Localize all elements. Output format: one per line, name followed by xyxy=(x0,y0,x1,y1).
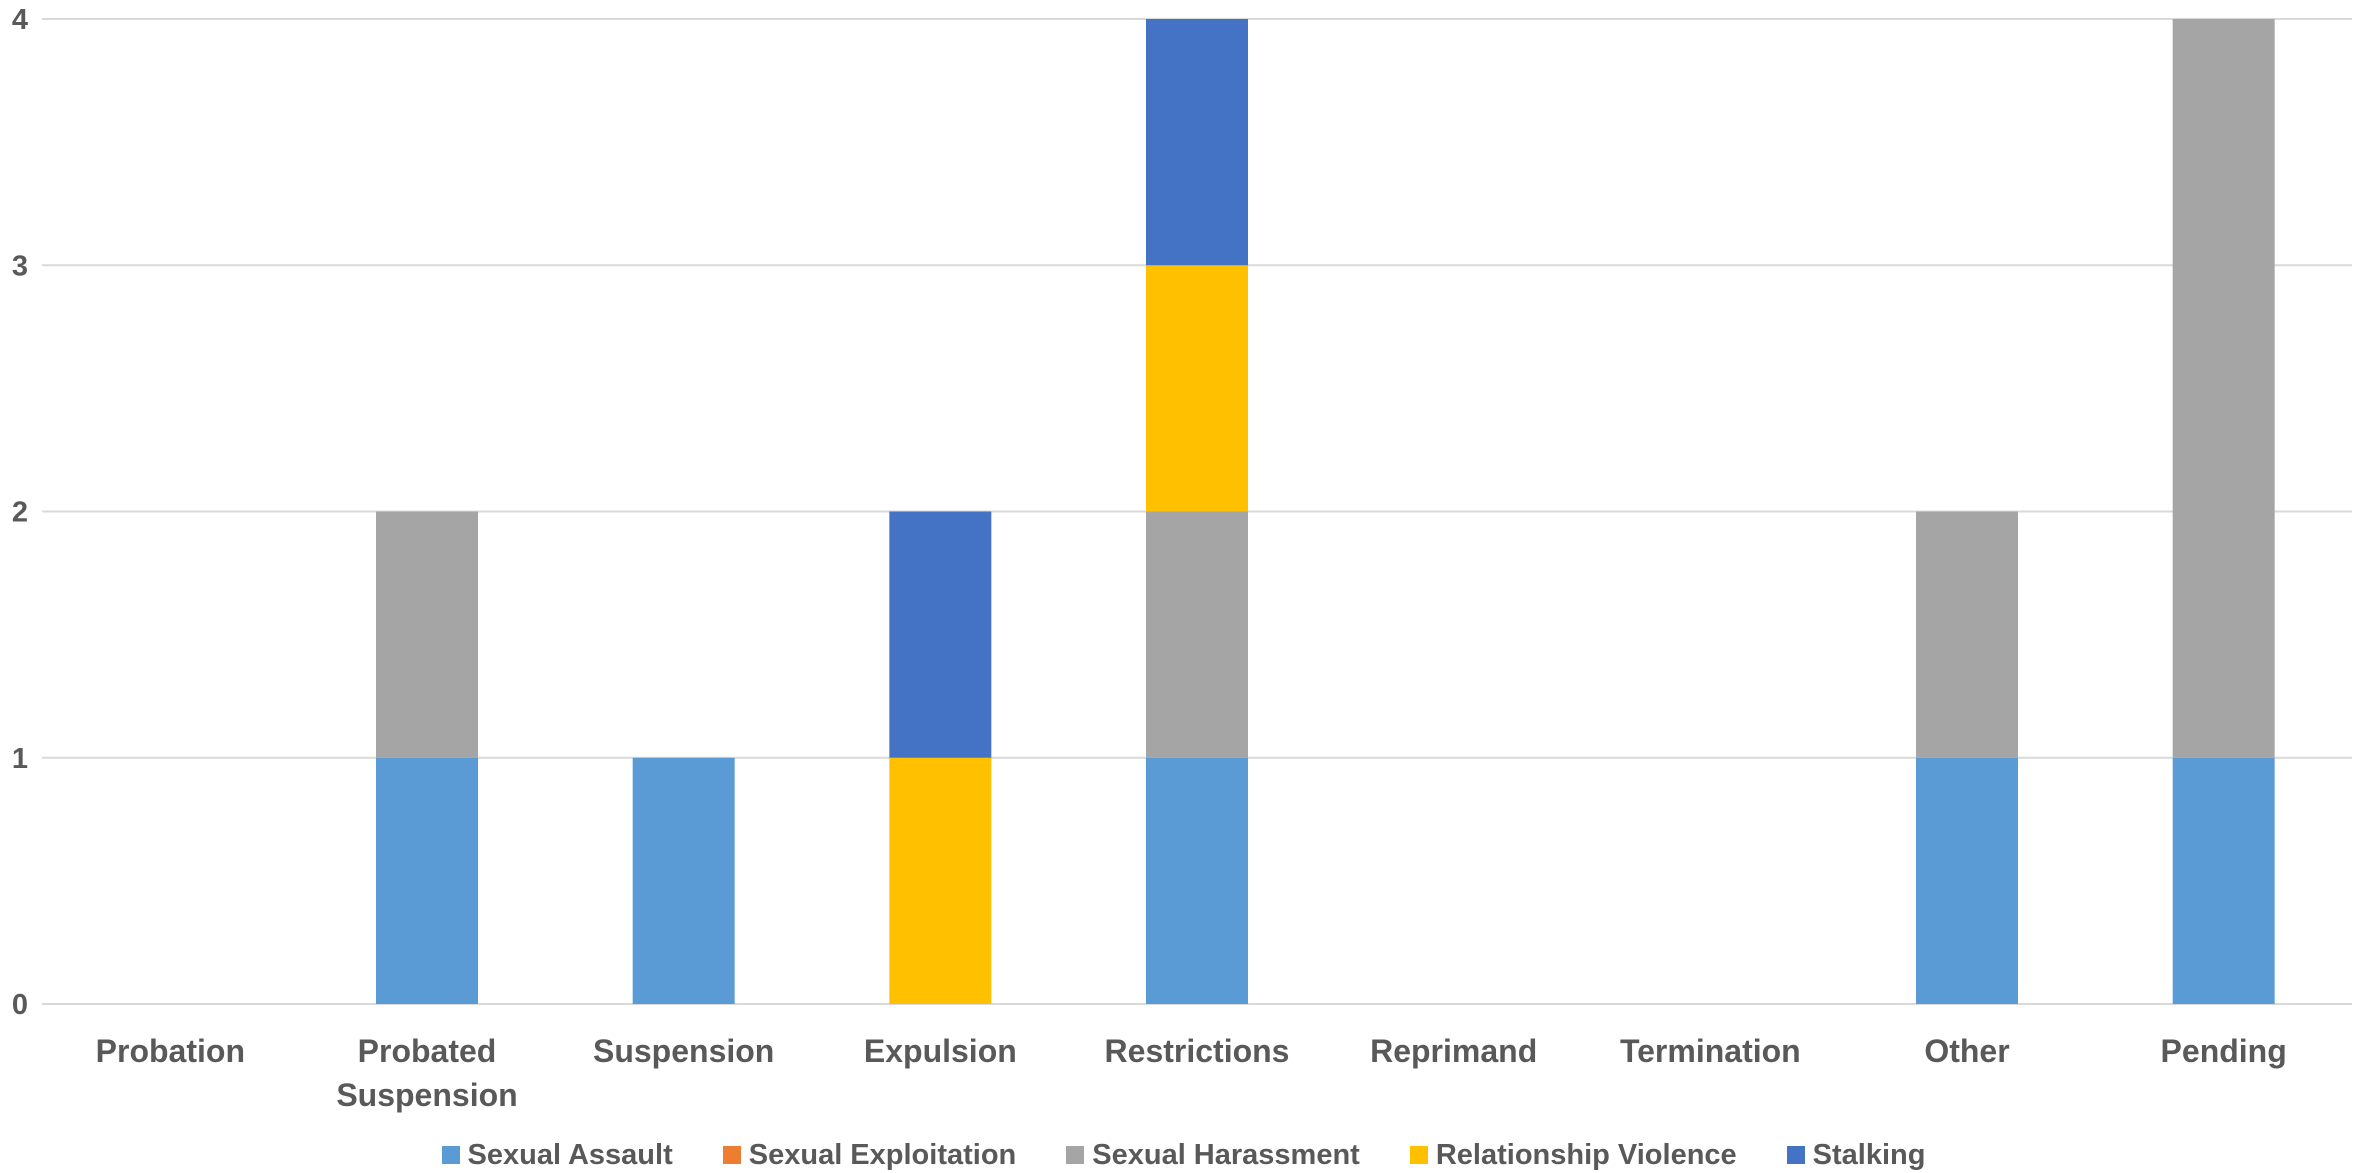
bar-segment xyxy=(376,757,478,1004)
x-tick-label: Termination xyxy=(1620,1033,1801,1069)
legend-item: Sexual Harassment xyxy=(1066,1139,1360,1172)
bars xyxy=(376,19,2275,1004)
legend-label: Relationship Violence xyxy=(1435,1138,1737,1171)
legend-swatch xyxy=(1409,1146,1428,1164)
x-axis-category-labels: Probation Probated Suspension Suspension Exp… xyxy=(96,1033,2287,1113)
legend-item: Relationship Violence xyxy=(1409,1138,1737,1172)
x-tick-label: Pending xyxy=(2161,1033,2287,1069)
y-tick-label: 0 xyxy=(12,989,28,1021)
legend-label: Sexual Assault xyxy=(467,1138,673,1171)
bar-segment xyxy=(889,511,992,758)
bar-segment xyxy=(1916,757,2018,1004)
bar-segment xyxy=(2172,757,2275,1004)
bar-segment xyxy=(632,757,735,1004)
legend-label: Stalking xyxy=(1812,1138,1926,1171)
bar-segment xyxy=(376,511,478,758)
y-tick-label: 2 xyxy=(12,497,28,529)
bar-segment xyxy=(889,757,992,1004)
bar-segment xyxy=(1916,511,2018,758)
y-axis-tick-labels: 0 1 2 3 4 xyxy=(12,4,28,1021)
x-tick-label: Probated Suspension xyxy=(336,1033,517,1113)
stacked-bar-chart: 0 1 2 3 4 Probation Probated Suspension Suspens… xyxy=(12,4,2352,1113)
y-tick-label: 3 xyxy=(12,250,28,282)
legend-swatch xyxy=(1066,1146,1085,1164)
legend-item: Sexual Assault xyxy=(441,1138,673,1172)
legend-swatch xyxy=(441,1146,460,1164)
legend-item: Stalking xyxy=(1786,1138,1926,1172)
x-tick-label: Restrictions xyxy=(1105,1033,1290,1069)
x-tick-label: Probation xyxy=(96,1033,245,1069)
bar-segment xyxy=(1146,757,1248,1004)
x-tick-label: Other xyxy=(1924,1033,2009,1069)
bar-segment xyxy=(1146,511,1248,758)
y-tick-label: 1 xyxy=(12,743,28,775)
x-tick-label: Expulsion xyxy=(864,1033,1017,1069)
legend-swatch xyxy=(722,1146,741,1164)
x-tick-label: Suspension xyxy=(593,1033,774,1069)
bar-segment xyxy=(1146,265,1248,512)
bar-segment xyxy=(1146,19,1248,266)
legend-label: Sexual Exploitation xyxy=(748,1138,1017,1171)
bar-segment xyxy=(2172,19,2275,758)
legend-item: Sexual Exploitation xyxy=(722,1138,1017,1172)
legend: Sexual Assault Sexual Exploitation Sexual … xyxy=(0,1138,2367,1172)
y-tick-label: 4 xyxy=(12,4,28,36)
legend-swatch xyxy=(1786,1146,1805,1164)
x-tick-label: Reprimand xyxy=(1370,1033,1537,1069)
legend-label: Sexual Harassment xyxy=(1092,1138,1360,1171)
